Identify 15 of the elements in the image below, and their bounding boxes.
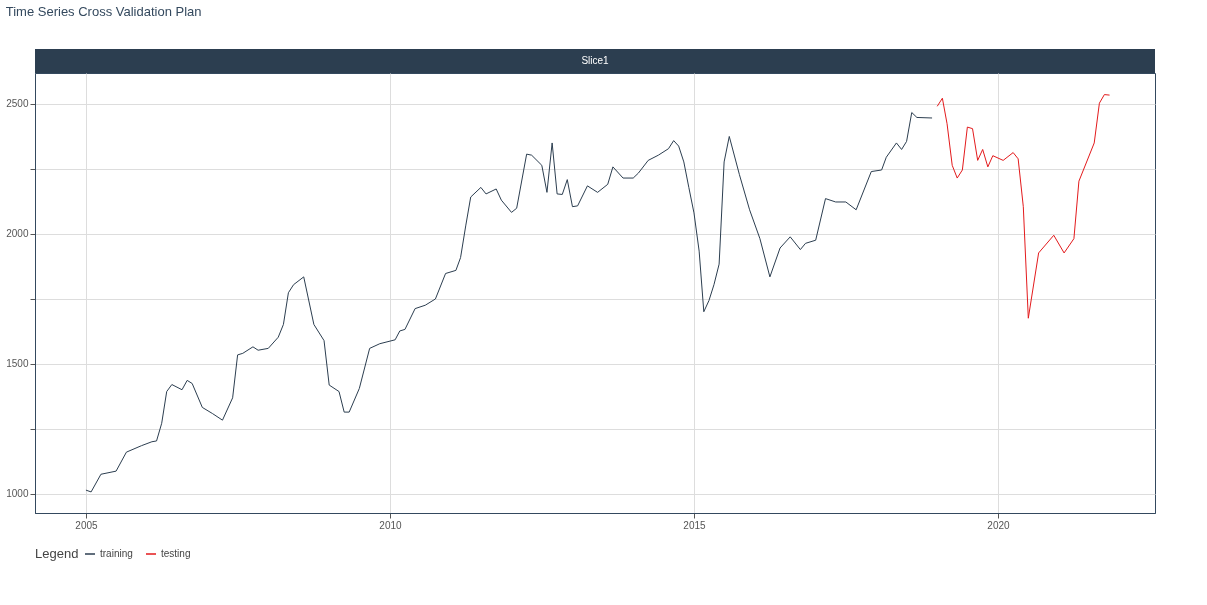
y-tick-label: 2500 xyxy=(6,98,29,110)
line-series xyxy=(85,112,933,493)
line-series xyxy=(936,94,1111,319)
y-tick-label: 1000 xyxy=(6,488,29,500)
y-tick-label: 1500 xyxy=(6,358,29,370)
x-tick-label: 2010 xyxy=(379,519,403,531)
legend-label: training xyxy=(100,548,133,559)
chart-subtitle: Slice1 xyxy=(581,55,610,66)
x-tick-label: 2020 xyxy=(987,519,1011,531)
legend-title: Legend xyxy=(35,546,79,561)
y-tick-label: 2000 xyxy=(6,228,29,240)
legend-label: testing xyxy=(161,548,191,559)
x-tick-label: 2015 xyxy=(683,519,707,531)
x-tick-label: 2005 xyxy=(75,519,99,531)
chart-title: Time Series Cross Validation Plan xyxy=(5,4,202,19)
